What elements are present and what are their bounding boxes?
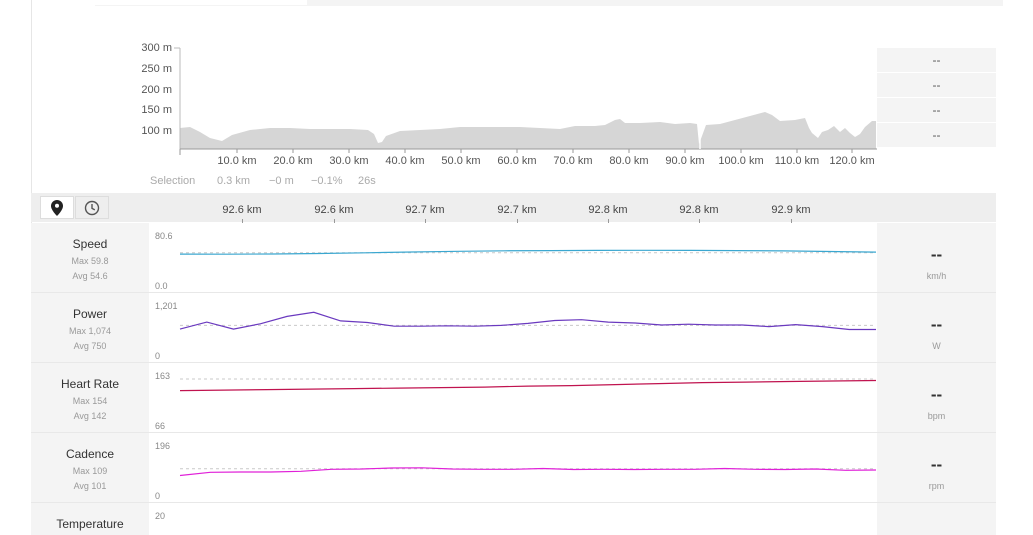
metric-value: -- xyxy=(930,245,943,264)
elevation-x-label: 50.0 km xyxy=(441,155,481,167)
heart-rate-label-cell: Heart Rate Max 154 Avg 142 xyxy=(31,363,149,432)
elevation-y-label: 250 m xyxy=(141,63,172,75)
distance-mode-button[interactable] xyxy=(40,196,74,219)
axis-min-label: 0.0 xyxy=(155,281,168,291)
time-tick-mark xyxy=(242,219,243,223)
metric-unit: bpm xyxy=(927,411,946,421)
elevation-x-label: 90.0 km xyxy=(665,155,705,167)
selection-elevation: −0 m xyxy=(269,175,294,187)
axis-max-label: 163 xyxy=(155,371,171,381)
top-tab-strip xyxy=(95,0,1003,6)
metric-name: Temperature xyxy=(56,517,124,531)
metric-name: Power xyxy=(72,307,107,321)
elevation-x-label: 80.0 km xyxy=(609,155,649,167)
time-axis-label: 92.8 km xyxy=(679,204,719,216)
elevation-side-panel: -- -- -- -- xyxy=(877,48,996,148)
time-tick-mark xyxy=(608,219,609,223)
metric-series-line xyxy=(179,249,877,255)
metric-series-line xyxy=(179,467,877,477)
metric-name: Heart Rate xyxy=(60,377,120,391)
heart-rate-value-cell: -- bpm xyxy=(877,363,996,432)
axis-max-label: 196 xyxy=(155,441,171,451)
metric-max: Max 109 xyxy=(72,466,108,476)
side-value: -- xyxy=(877,48,996,72)
time-tick-mark xyxy=(334,219,335,223)
row-divider xyxy=(31,292,996,293)
elevation-x-label: 30.0 km xyxy=(329,155,369,167)
axis-min-label: 0 xyxy=(155,351,161,361)
elevation-y-label: 200 m xyxy=(141,84,172,96)
selection-label: Selection xyxy=(150,175,196,187)
time-tick-mark xyxy=(425,219,426,223)
time-tick-mark xyxy=(517,219,518,223)
power-label-cell: Power Max 1,074 Avg 750 xyxy=(31,293,149,362)
chart-toolbar: 92.6 km 92.6 km 92.7 km 92.7 km 92.8 km … xyxy=(31,193,996,223)
time-axis-label: 92.7 km xyxy=(405,204,445,216)
elevation-area xyxy=(180,112,876,149)
time-axis-label: 92.7 km xyxy=(497,204,537,216)
selection-distance: 0.3 km xyxy=(217,175,251,187)
metric-avg: Avg 54.6 xyxy=(72,271,108,281)
map-pin-icon xyxy=(51,199,63,216)
elevation-x-label: 40.0 km xyxy=(385,155,425,167)
axis-max-label: 80.6 xyxy=(155,231,173,241)
elevation-x-label: 110.0 km xyxy=(774,155,820,167)
speed-label-cell: Speed Max 59.8 Avg 54.6 xyxy=(31,223,149,292)
selection-grade: −0.1% xyxy=(311,175,343,187)
axis-max-label: 20 xyxy=(155,511,166,521)
side-value: -- xyxy=(877,123,996,147)
metric-max: Max 59.8 xyxy=(71,256,109,266)
elevation-y-label: 150 m xyxy=(141,104,172,116)
metric-name: Cadence xyxy=(65,447,115,461)
temperature-label-cell: Temperature xyxy=(31,503,149,535)
axis-min-label: 66 xyxy=(155,421,166,431)
row-divider xyxy=(31,362,996,363)
selection-time: 26s xyxy=(358,175,376,187)
time-mode-button[interactable] xyxy=(75,196,109,219)
cadence-value-cell: -- rpm xyxy=(877,433,996,502)
time-tick-mark xyxy=(791,219,792,223)
elevation-x-label: 100.0 km xyxy=(718,155,764,167)
elevation-y-label: 300 m xyxy=(141,42,172,54)
metric-avg: Avg 750 xyxy=(73,341,107,351)
time-axis-label: 92.9 km xyxy=(771,204,811,216)
metric-series-line xyxy=(179,311,876,331)
speed-value-cell: -- km/h xyxy=(877,223,996,292)
metric-unit: W xyxy=(932,341,941,351)
side-value: -- xyxy=(877,98,996,122)
axis-max-label: 1,201 xyxy=(155,301,178,311)
active-tab[interactable] xyxy=(95,0,307,5)
row-divider xyxy=(31,502,996,503)
metric-avg: Avg 101 xyxy=(73,481,107,491)
metric-value: -- xyxy=(930,455,943,474)
elevation-x-label: 20.0 km xyxy=(273,155,313,167)
metric-unit: km/h xyxy=(926,271,947,281)
time-axis-label: 92.8 km xyxy=(588,204,628,216)
metric-series-line xyxy=(179,379,877,392)
metric-value: -- xyxy=(930,315,943,334)
metric-max: Max 154 xyxy=(72,396,108,406)
clock-icon xyxy=(84,200,100,215)
elevation-x-label: 70.0 km xyxy=(553,155,593,167)
power-value-cell: -- W xyxy=(877,293,996,362)
metric-max: Max 1,074 xyxy=(68,326,112,336)
metric-name: Speed xyxy=(72,237,108,251)
side-value: -- xyxy=(877,73,996,97)
time-tick-mark xyxy=(699,219,700,223)
time-axis-label: 92.6 km xyxy=(314,204,354,216)
elevation-chart[interactable] xyxy=(0,0,1033,200)
metric-avg: Avg 142 xyxy=(73,411,107,421)
elevation-x-label: 120.0 km xyxy=(829,155,875,167)
elevation-y-label: 100 m xyxy=(141,125,172,137)
elevation-x-label: 10.0 km xyxy=(217,155,257,167)
time-axis-label: 92.6 km xyxy=(222,204,262,216)
metric-unit: rpm xyxy=(928,481,945,491)
metric-value: -- xyxy=(930,385,943,404)
cadence-label-cell: Cadence Max 109 Avg 101 xyxy=(31,433,149,502)
row-divider xyxy=(31,432,996,433)
temperature-value-cell xyxy=(877,503,996,535)
axis-min-label: 0 xyxy=(155,491,161,501)
elevation-x-label: 60.0 km xyxy=(497,155,537,167)
